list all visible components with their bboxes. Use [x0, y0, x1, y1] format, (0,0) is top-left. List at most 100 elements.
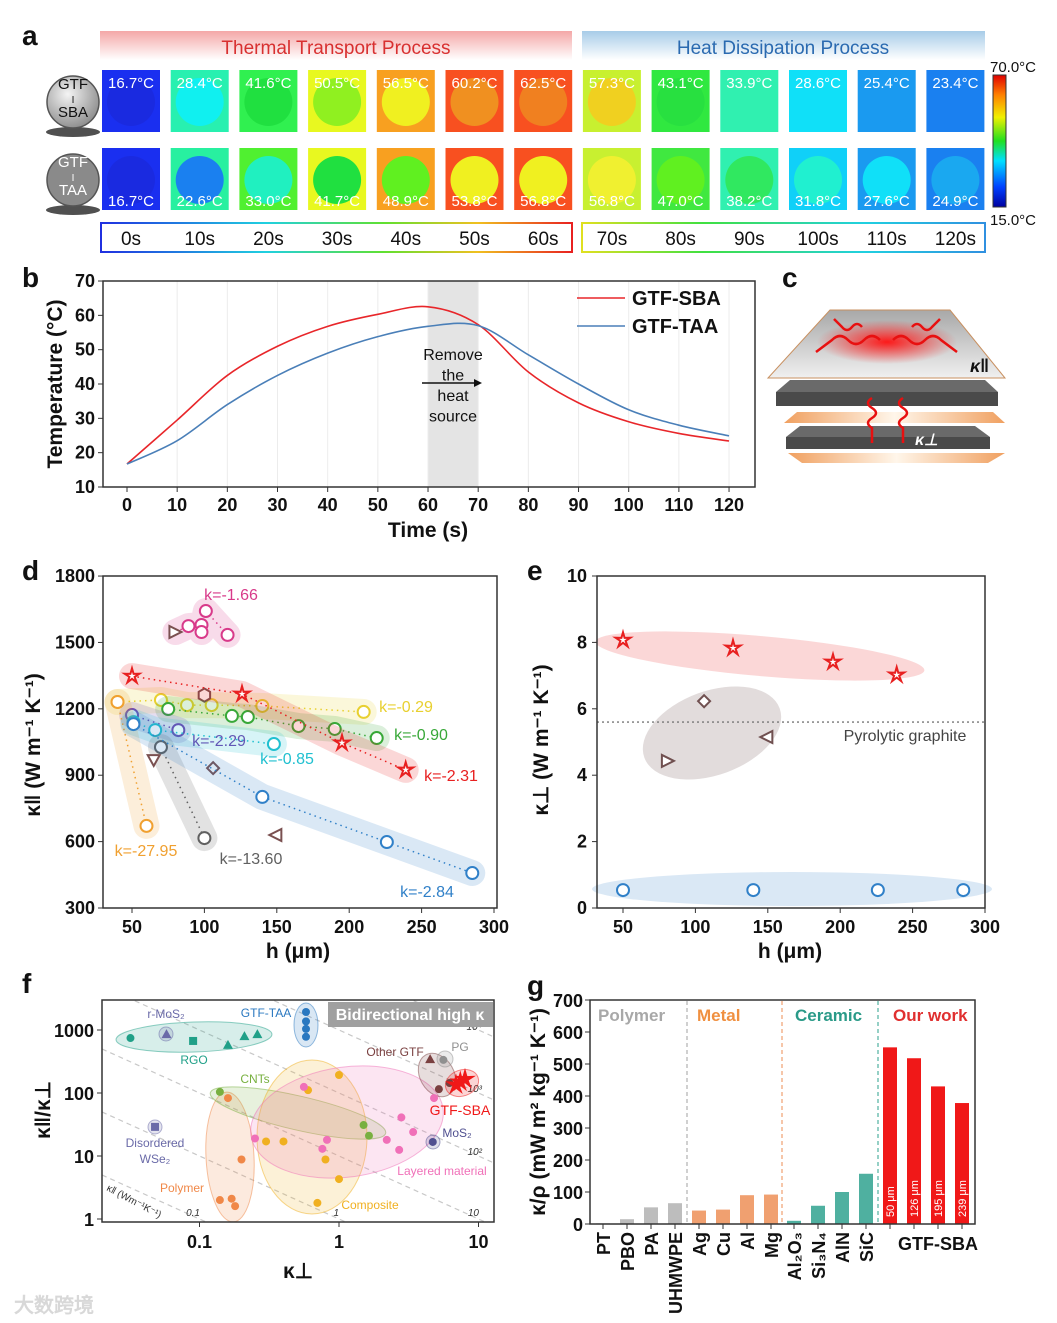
- temperature-readout: 56.5°C: [383, 75, 429, 92]
- thermal-image: 22.6°C: [170, 148, 229, 210]
- data-point-triangle: [161, 1029, 172, 1039]
- iso-line-label: 10: [468, 1208, 480, 1219]
- data-point-circle: [266, 737, 281, 752]
- x-axis-label: h (μm): [758, 940, 822, 963]
- slope-label: k=-1.66: [204, 587, 258, 604]
- data-point-circle: [255, 698, 270, 713]
- thermal-image: 38.2°C: [720, 148, 779, 210]
- thermal-image: 57.3°C: [582, 70, 641, 132]
- bar-value-label: 195 μm: [933, 1180, 945, 1217]
- data-point: [335, 1071, 343, 1080]
- x-tick-label: 30: [267, 495, 287, 515]
- data-point-circle: [181, 619, 196, 634]
- sample-label: I: [72, 95, 75, 106]
- y-axis-label: Temperature (°C): [44, 299, 67, 468]
- data-point-circle: [369, 731, 384, 746]
- bar: [835, 1192, 849, 1224]
- x-axis-label: κ⊥: [283, 1260, 313, 1283]
- y-tick-label: 1: [84, 1210, 94, 1230]
- x-tick-label: 0.1: [187, 1232, 212, 1252]
- data-point: [364, 1131, 373, 1140]
- temperature-readout: 33.0°C: [245, 193, 291, 210]
- colorbar-min-label: 15.0°C: [990, 212, 1036, 229]
- iso-kappa-line: [102, 1111, 348, 1222]
- panel-g-bar-chart: Polymer Metal Ceramic Our work PT PBO PA UHMWPE…: [527, 991, 978, 1314]
- slope-label: k=-27.95: [115, 843, 178, 860]
- group-band: [104, 688, 160, 839]
- data-point: [215, 1087, 224, 1096]
- bar: [644, 1207, 658, 1224]
- shaded-region: [428, 281, 479, 487]
- data-point-circle: [153, 740, 168, 755]
- thermal-transport-title: Thermal Transport Process: [221, 38, 450, 59]
- series-group: [301, 1008, 310, 1041]
- panel-label-c: c: [782, 262, 798, 293]
- thermal-image-sample: [450, 78, 499, 126]
- temperature-readout: 56.8°C: [589, 193, 635, 210]
- y-tick-label: 20: [75, 443, 95, 463]
- region-ellipse: [417, 1052, 457, 1098]
- legend-label: GTF-SBA: [632, 288, 721, 310]
- panel-c-schematic: κ‖ κ⊥: [766, 309, 1007, 463]
- bar: [668, 1203, 682, 1224]
- temperature-readout: 62.5°C: [520, 75, 566, 92]
- thermal-image: 31.8°C: [789, 148, 847, 210]
- data-point-triangle: [168, 624, 184, 640]
- data-point-circle: [161, 702, 176, 717]
- x-tick-label: 100: [189, 917, 219, 937]
- sample-label: TAA: [59, 182, 87, 199]
- x-tick-label: GTF-SBA: [898, 1234, 978, 1254]
- thermal-image-sample: [107, 78, 155, 126]
- data-point-star: [330, 731, 353, 753]
- bar: [787, 1220, 801, 1224]
- temperature-readout: 47.0°C: [658, 193, 704, 210]
- slope-label: k=-0.29: [379, 699, 433, 716]
- x-tick-label: 60: [418, 495, 438, 515]
- data-point: [322, 1135, 331, 1144]
- data-point-circle: [194, 625, 209, 640]
- group-band: [642, 686, 782, 780]
- y-tick-label: 300: [65, 898, 95, 918]
- x-tick-label: 100: [614, 495, 644, 515]
- time-box-left: [100, 222, 573, 253]
- y-tick-label: 8: [577, 632, 587, 652]
- data-point-diamond: [205, 760, 221, 776]
- series-line-gtf-taa: [126, 322, 730, 465]
- thermal-image-sample: [587, 78, 636, 126]
- data-point: [301, 1008, 310, 1017]
- group-label: Our work: [893, 1006, 968, 1025]
- thermal-image-sample: [175, 156, 224, 204]
- bar: [883, 1047, 897, 1224]
- data-point-circle: [291, 719, 306, 734]
- layer-bottom-side: [786, 437, 990, 449]
- thermal-image: 33.0°C: [239, 148, 298, 210]
- thermal-image-sample: [313, 78, 362, 126]
- data-point-triangle: [267, 827, 283, 843]
- temperature-readout: 43.1°C: [658, 75, 704, 92]
- bar-value-label: 239 μm: [957, 1180, 969, 1217]
- thermal-image: 41.6°C: [239, 70, 298, 132]
- temperature-readout: 53.8°C: [451, 193, 497, 210]
- series-group: [425, 1054, 454, 1094]
- y-tick-label: 700: [553, 991, 583, 1011]
- thermal-image: 50.5°C: [308, 70, 367, 132]
- thermal-image-sample: [519, 78, 568, 126]
- fit-line: [168, 708, 377, 739]
- bar: [740, 1195, 754, 1224]
- data-point-star: [722, 636, 745, 658]
- panel-label-a: a: [22, 20, 38, 51]
- data-point: [335, 1175, 343, 1184]
- series-group: [262, 1071, 343, 1207]
- time-label: 80s: [665, 229, 696, 250]
- panel-label-b: b: [22, 262, 39, 293]
- bar-value-label: 126 μm: [909, 1180, 921, 1217]
- bar: [716, 1209, 730, 1224]
- data-point-circle: [240, 710, 255, 725]
- data-point-circle: [870, 883, 885, 898]
- data-point: [318, 1144, 327, 1153]
- thermal-image-sample: [656, 156, 705, 204]
- y-tick-label: 10: [75, 477, 95, 497]
- bar: [931, 1086, 945, 1224]
- temperature-readout: 28.4°C: [177, 75, 223, 92]
- series-group: k=-2.29: [119, 702, 246, 750]
